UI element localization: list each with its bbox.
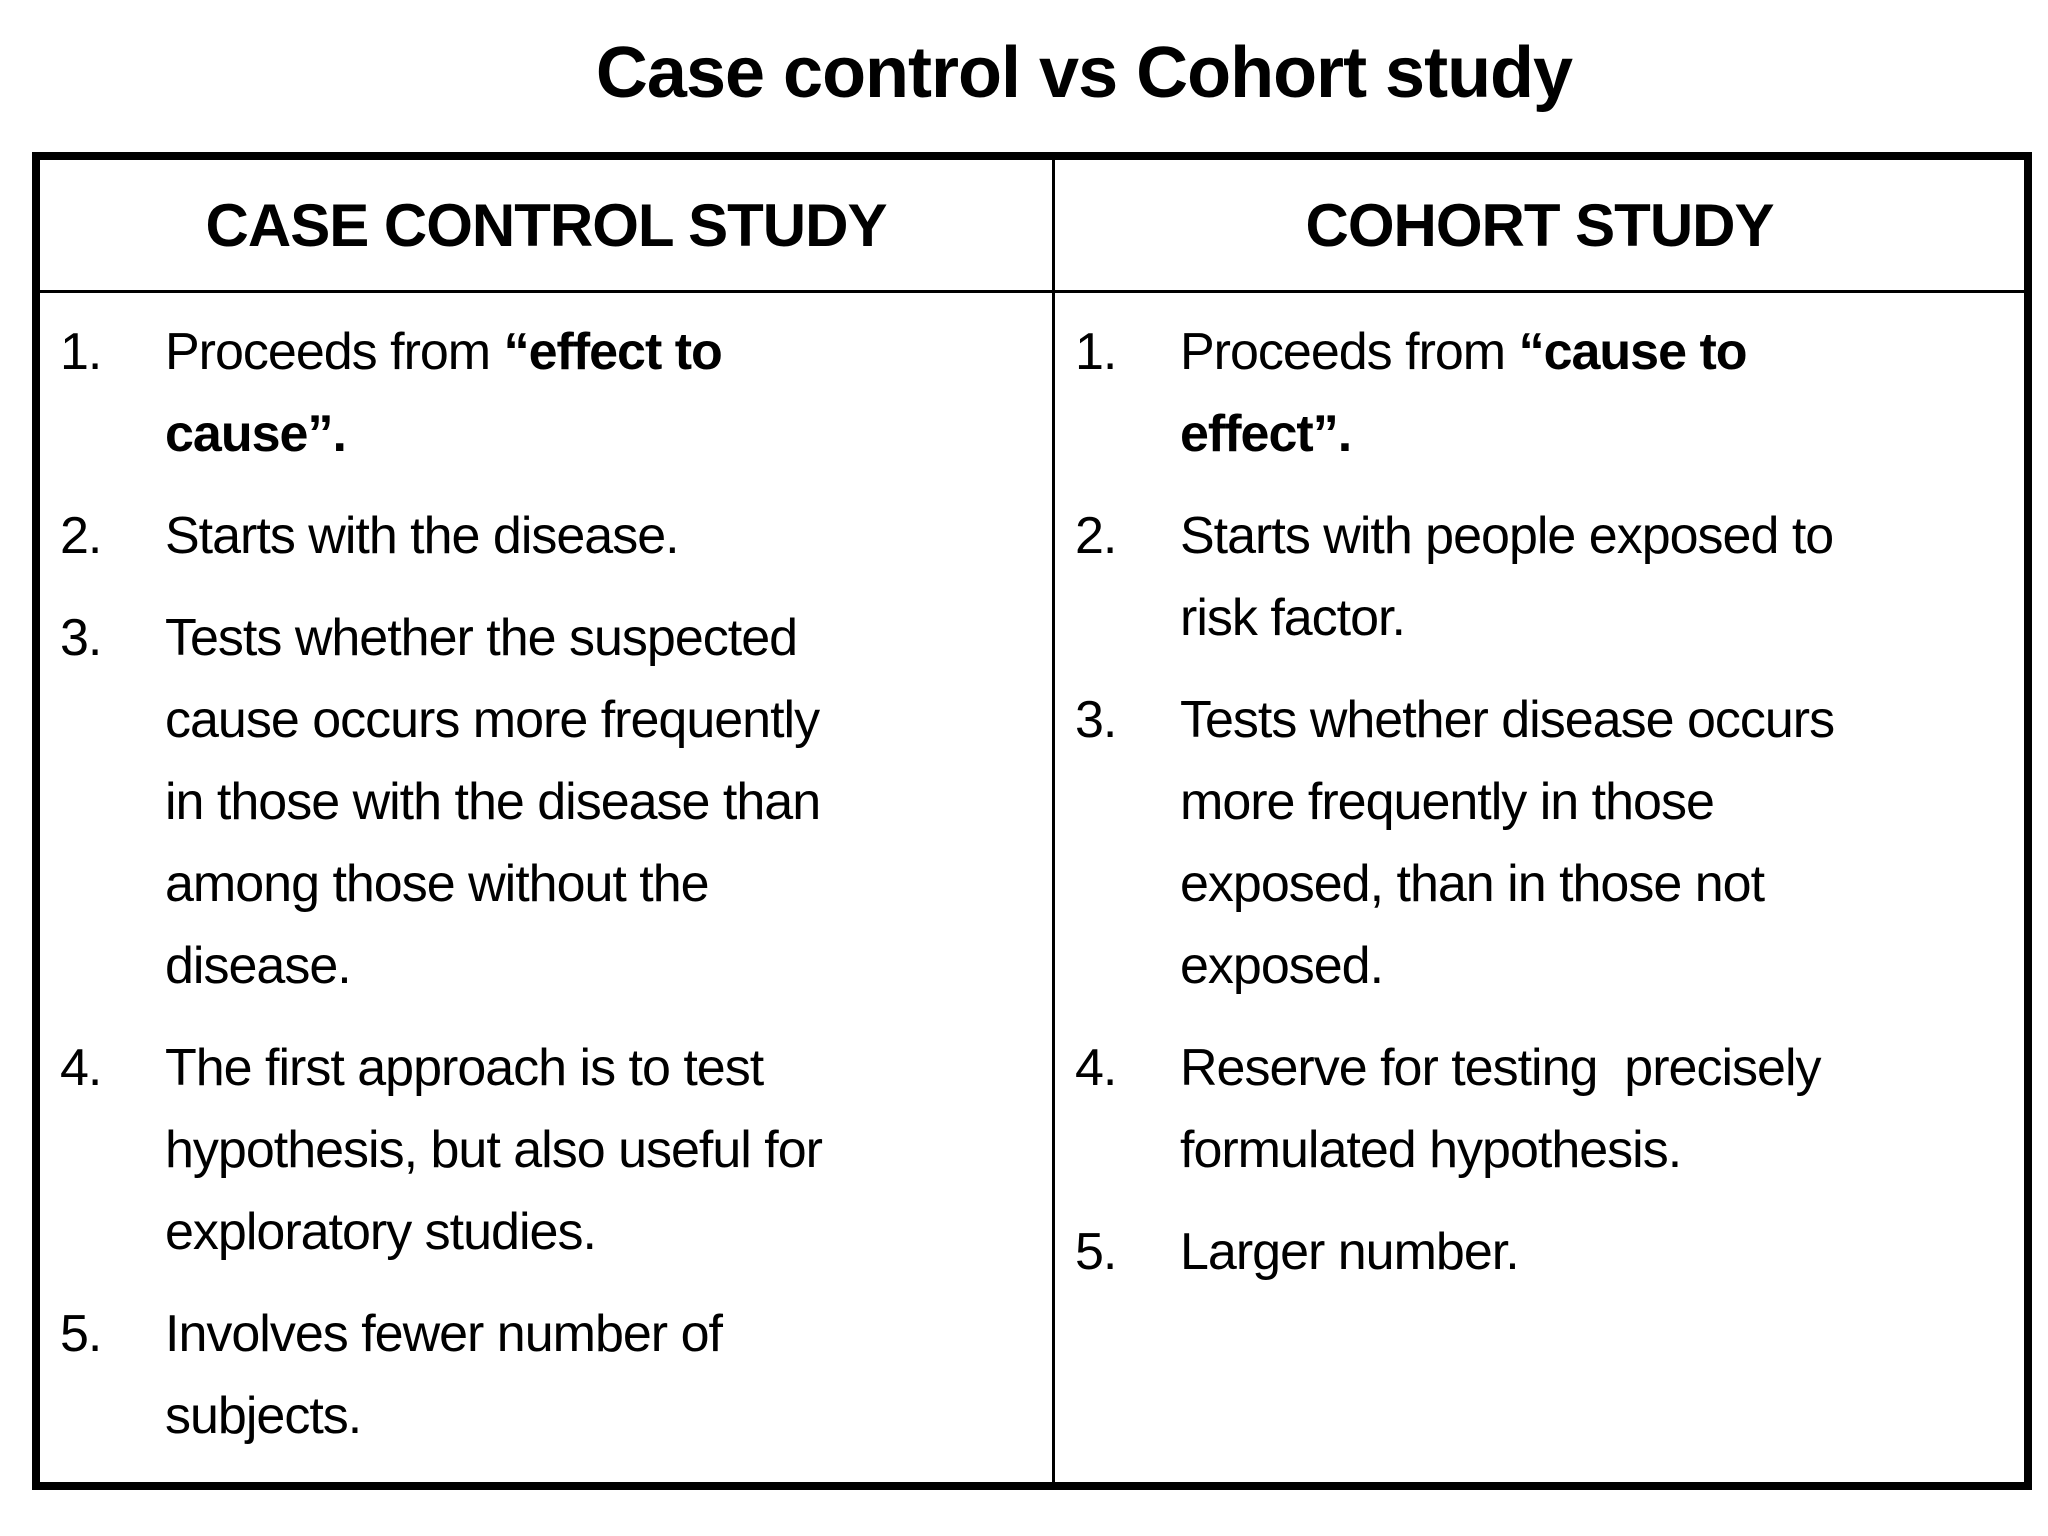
- list-item: 3. Tests whether disease occurs more fre…: [1075, 679, 2016, 1007]
- case-control-points: 1. Proceeds from “effect to cause”. 2. S…: [40, 293, 1052, 1482]
- item-number: 2.: [1075, 507, 1117, 565]
- list-item: 4. The first approach is to test hypothe…: [60, 1027, 1044, 1273]
- column-case-control: CASE CONTROL STUDY 1. Proceeds from “eff…: [40, 160, 1055, 1482]
- list-item: 5. Involves fewer number of subjects.: [60, 1293, 1044, 1457]
- bold-phrase: “effect to cause”.: [165, 323, 723, 463]
- item-number: 3.: [1075, 691, 1117, 749]
- numbered-list: 1. Proceeds from “effect to cause”. 2. S…: [60, 311, 1044, 1457]
- item-text-regular: Proceeds from: [165, 323, 504, 381]
- numbered-list: 1. Proceeds from “cause to effect”. 2. S…: [1075, 311, 2016, 1293]
- item-number: 5.: [1075, 1223, 1117, 1281]
- item-number: 3.: [60, 609, 102, 667]
- item-number: 1.: [60, 323, 102, 381]
- page-title: Case control vs Cohort study: [595, 33, 1573, 113]
- item-number: 2.: [60, 507, 102, 565]
- column-header-case-control: CASE CONTROL STUDY: [40, 160, 1052, 293]
- list-item: 3. Tests whether the suspected cause occ…: [60, 597, 1044, 1007]
- list-item: 1. Proceeds from “cause to effect”.: [1075, 311, 2016, 475]
- item-text: Tests whether the suspected cause occurs…: [165, 609, 821, 995]
- item-text: Proceeds from “effect to cause”.: [165, 311, 723, 475]
- bold-phrase: “cause to effect”.: [1180, 323, 1748, 463]
- item-number: 1.: [1075, 323, 1117, 381]
- item-number: 5.: [60, 1305, 102, 1363]
- item-text: Starts with people exposed to risk facto…: [1180, 507, 1834, 647]
- item-text-regular: Proceeds from: [1180, 323, 1519, 381]
- item-number: 4.: [60, 1039, 102, 1097]
- list-item: 5. Larger number.: [1075, 1211, 2016, 1293]
- item-text: Starts with the disease.: [165, 507, 680, 565]
- item-number: 4.: [1075, 1039, 1117, 1097]
- column-header-cohort: COHORT STUDY: [1055, 160, 2024, 293]
- item-text: Larger number.: [1180, 1223, 1520, 1281]
- list-item: 1. Proceeds from “effect to cause”.: [60, 311, 1044, 475]
- list-item: 2. Starts with the disease.: [60, 495, 1044, 577]
- column-cohort: COHORT STUDY 1. Proceeds from “cause to …: [1055, 160, 2024, 1482]
- list-item: 2. Starts with people exposed to risk fa…: [1075, 495, 2016, 659]
- item-text: Proceeds from “cause to effect”.: [1180, 311, 1748, 475]
- comparison-table: CASE CONTROL STUDY 1. Proceeds from “eff…: [32, 152, 2032, 1490]
- item-text: Reserve for testing precisely formulated…: [1180, 1039, 1821, 1179]
- item-text: The first approach is to test hypothesis…: [165, 1039, 823, 1261]
- item-text: Tests whether disease occurs more freque…: [1180, 691, 1835, 995]
- item-text: Involves fewer number of subjects.: [165, 1305, 723, 1445]
- cohort-points: 1. Proceeds from “cause to effect”. 2. S…: [1055, 293, 2024, 1482]
- list-item: 4. Reserve for testing precisely formula…: [1075, 1027, 2016, 1191]
